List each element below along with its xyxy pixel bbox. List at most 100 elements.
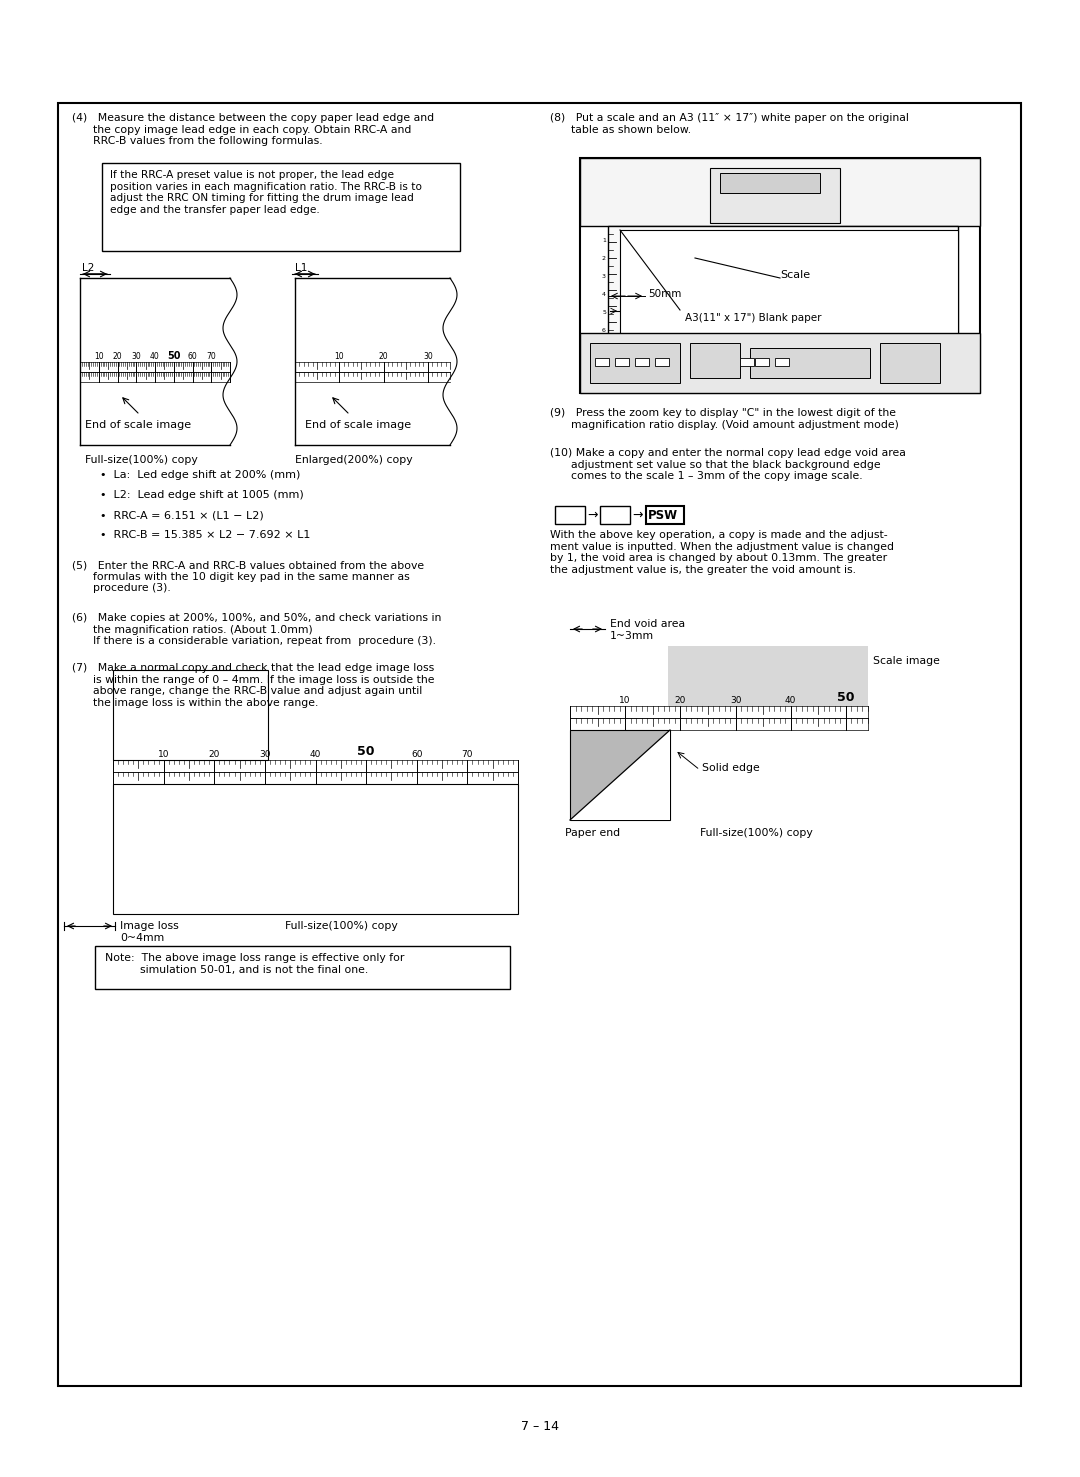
Text: Note:  The above image loss range is effective only for
          simulation 50-: Note: The above image loss range is effe… [105,953,404,975]
Text: (8)   Put a scale and an A3 (11″ × 17″) white paper on the original
      table : (8) Put a scale and an A3 (11″ × 17″) wh… [550,114,909,134]
Bar [654,357,669,366]
Text: 50: 50 [167,352,180,360]
Circle shape [757,174,793,211]
Text: →: → [632,508,643,521]
Bar [595,357,609,366]
Circle shape [852,174,868,191]
Bar [590,343,680,383]
Bar [555,507,585,524]
Text: 40: 40 [310,750,321,759]
Bar [580,158,980,393]
Bar [755,357,769,366]
Text: 5: 5 [603,310,606,316]
Bar [635,357,649,366]
Text: 10: 10 [335,352,345,360]
Text: Enlarged(200%) copy: Enlarged(200%) copy [295,455,413,465]
Text: With the above key operation, a copy is made and the adjust-
ment value is input: With the above key operation, a copy is … [550,530,894,575]
Text: 20: 20 [675,696,686,705]
Bar [710,168,840,223]
Bar [580,158,980,226]
Text: Paper end: Paper end [565,829,620,837]
Text: L1: L1 [295,263,308,273]
Text: 1: 1 [603,238,606,244]
Text: 50mm: 50mm [648,289,681,298]
Text: Solid edge: Solid edge [702,764,759,772]
Bar [750,349,870,378]
Text: (7)   Make a normal copy and check that the lead edge image loss
      is within: (7) Make a normal copy and check that th… [72,663,434,707]
Bar [775,357,789,366]
Text: 10: 10 [620,696,631,705]
Text: 60: 60 [411,750,422,759]
Text: 10: 10 [158,750,170,759]
Text: Scale image: Scale image [873,656,940,666]
Text: 30: 30 [132,352,141,360]
Text: 4: 4 [602,292,606,297]
Bar [113,784,518,914]
Bar [740,357,754,366]
Text: →: → [588,508,597,521]
Circle shape [610,368,620,378]
Bar [570,730,670,820]
Text: Scale: Scale [780,270,810,281]
Text: Image loss
0~4mm: Image loss 0~4mm [120,922,179,942]
Text: (10) Make a copy and enter the normal copy lead edge void area
      adjustment : (10) Make a copy and enter the normal co… [550,448,906,482]
Text: (4)   Measure the distance between the copy paper lead edge and
      the copy i: (4) Measure the distance between the cop… [72,114,434,146]
Text: 20: 20 [112,352,122,360]
Text: 30: 30 [423,352,433,360]
Bar [600,507,630,524]
Bar [620,230,958,360]
Bar [690,343,740,378]
Text: If the RRC-A preset value is not proper, the lead edge
position varies in each m: If the RRC-A preset value is not proper,… [110,170,422,214]
Bar [102,162,460,251]
Bar [615,357,629,366]
Text: (9)   Press the zoom key to display "C" in the lowest digit of the
      magnifi: (9) Press the zoom key to display "C" in… [550,408,899,430]
Bar [608,371,958,388]
Text: 50: 50 [357,744,375,758]
Bar [608,226,958,371]
Text: PSW: PSW [648,510,678,521]
Circle shape [940,353,970,383]
Text: (6)   Make copies at 200%, 100%, and 50%, and check variations in
      the magn: (6) Make copies at 200%, 100%, and 50%, … [72,613,442,647]
Bar [95,945,510,990]
Text: •  RRC-B = 15.385 × L2 − 7.692 × L1: • RRC-B = 15.385 × L2 − 7.692 × L1 [100,530,310,541]
Circle shape [872,198,888,214]
Bar [113,671,268,761]
Circle shape [932,174,948,191]
Text: 20: 20 [379,352,389,360]
Bar [880,343,940,383]
Text: 60: 60 [188,352,198,360]
Text: L2: L2 [82,263,94,273]
Bar [645,276,945,338]
Text: A3(11" x 17") Blank paper: A3(11" x 17") Blank paper [685,313,822,323]
Polygon shape [570,730,670,820]
Text: 3: 3 [602,275,606,279]
Text: 7 – 14: 7 – 14 [521,1419,559,1433]
Text: 70: 70 [206,352,216,360]
Text: Full-size(100%) copy: Full-size(100%) copy [700,829,813,837]
Text: 70: 70 [461,750,473,759]
Text: 20: 20 [208,750,220,759]
Bar [669,645,868,706]
Bar [58,103,1021,1385]
Text: Full-size(100%) copy: Full-size(100%) copy [285,922,397,931]
Text: End of scale image: End of scale image [305,419,411,430]
Text: •  L2:  Lead edge shift at 1005 (mm): • L2: Lead edge shift at 1005 (mm) [100,490,303,501]
Circle shape [945,368,955,378]
Text: 30: 30 [730,696,741,705]
Bar [646,507,684,524]
Bar [580,332,980,393]
Bar [720,173,820,193]
Text: 2: 2 [602,257,606,261]
Circle shape [629,198,645,214]
Text: 6: 6 [603,328,606,334]
Text: 50: 50 [837,691,854,705]
Text: End void area
1~3mm: End void area 1~3mm [610,619,685,641]
Text: •  RRC-A = 6.151 × (L1 − L2): • RRC-A = 6.151 × (L1 − L2) [100,510,264,520]
Circle shape [607,174,623,191]
Text: •  La:  Led edge shift at 200% (mm): • La: Led edge shift at 200% (mm) [100,470,300,480]
Text: 40: 40 [785,696,796,705]
Text: End of scale image: End of scale image [85,419,191,430]
Circle shape [652,174,669,191]
Text: 40: 40 [150,352,160,360]
Text: Full-size(100%) copy: Full-size(100%) copy [85,455,198,465]
